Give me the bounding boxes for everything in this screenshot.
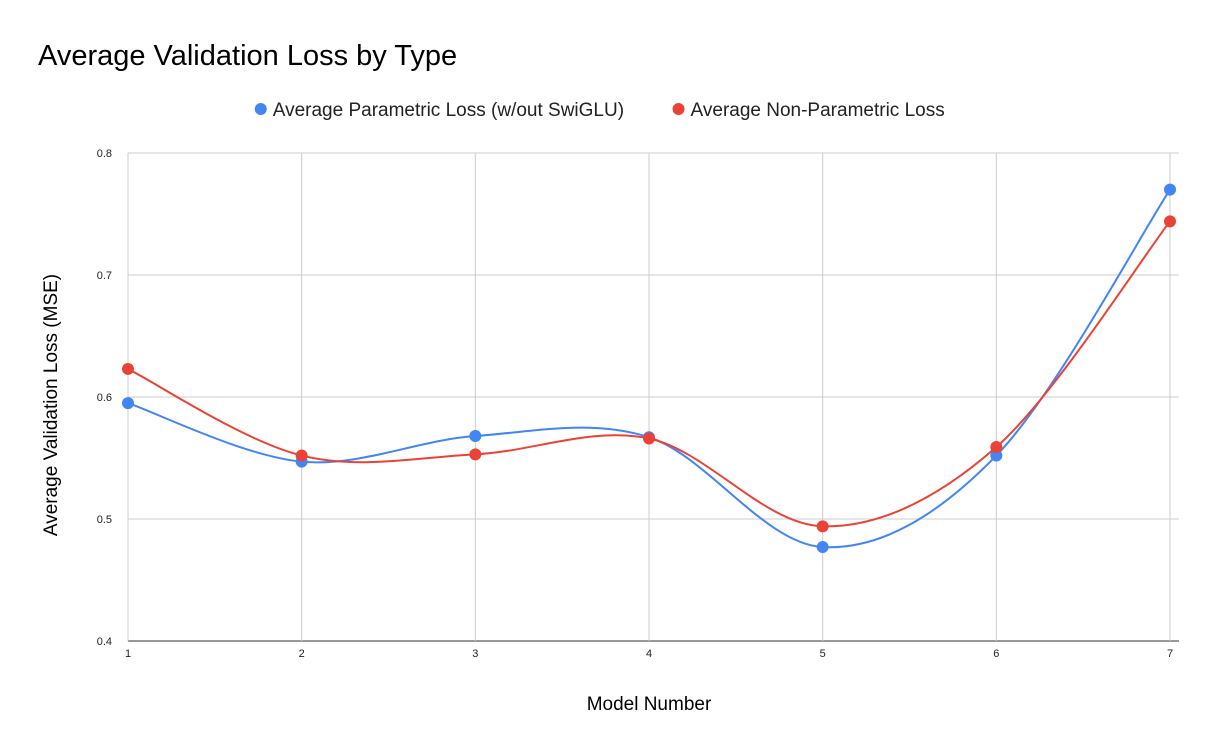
legend: Average Parametric Loss (w/out SwiGLU) Av… (254, 100, 945, 121)
data-point-series-2[interactable] (816, 520, 829, 533)
x-tick-label: 6 (993, 648, 999, 660)
data-point-series-1[interactable] (990, 449, 1003, 462)
x-tick-label: 7 (1167, 648, 1173, 660)
chart-title: Average Validation Loss by Type (38, 40, 457, 72)
data-point-series-2[interactable] (122, 362, 134, 375)
x-tick-label: 3 (472, 648, 478, 660)
data-point-series-1[interactable] (1164, 183, 1176, 196)
grid (127, 152, 1179, 642)
x-tick-label: 2 (299, 648, 305, 660)
y-tick-label: 0.8 (97, 148, 112, 160)
y-tick-label: 0.4 (97, 636, 112, 648)
series-points (122, 183, 1176, 554)
data-point-series-1[interactable] (469, 430, 482, 443)
legend-label: Average Parametric Loss (w/out SwiGLU) (273, 100, 624, 121)
y-tick-label: 0.6 (97, 392, 112, 404)
legend-marker (254, 103, 267, 115)
y-tick-label: 0.5 (97, 514, 112, 526)
y-axis-title: Average Validation Loss (MSE) (41, 274, 62, 536)
data-point-series-1[interactable] (816, 541, 829, 554)
data-point-series-1[interactable] (122, 397, 134, 410)
legend-marker (672, 103, 685, 115)
data-point-series-2[interactable] (990, 441, 1003, 454)
x-tick-label: 5 (820, 648, 826, 660)
x-axis-title: Model Number (587, 694, 712, 715)
data-point-series-2[interactable] (469, 448, 482, 461)
y-tick-label: 0.7 (97, 270, 112, 282)
data-point-series-2[interactable] (295, 449, 308, 462)
y-axis-ticks: 0.4 0.5 0.6 0.7 0.8 (97, 148, 112, 648)
legend-label: Average Non-Parametric Loss (691, 100, 945, 121)
x-axis-ticks: 1 2 3 4 5 6 7 (125, 648, 1173, 660)
data-point-series-2[interactable] (1164, 215, 1176, 228)
x-tick-label: 1 (125, 648, 131, 660)
legend-item-1[interactable]: Average Parametric Loss (w/out SwiGLU) (254, 100, 624, 121)
x-tick-label: 4 (646, 648, 652, 660)
data-point-series-2[interactable] (643, 432, 655, 445)
legend-item-2[interactable]: Average Non-Parametric Loss (672, 100, 945, 121)
